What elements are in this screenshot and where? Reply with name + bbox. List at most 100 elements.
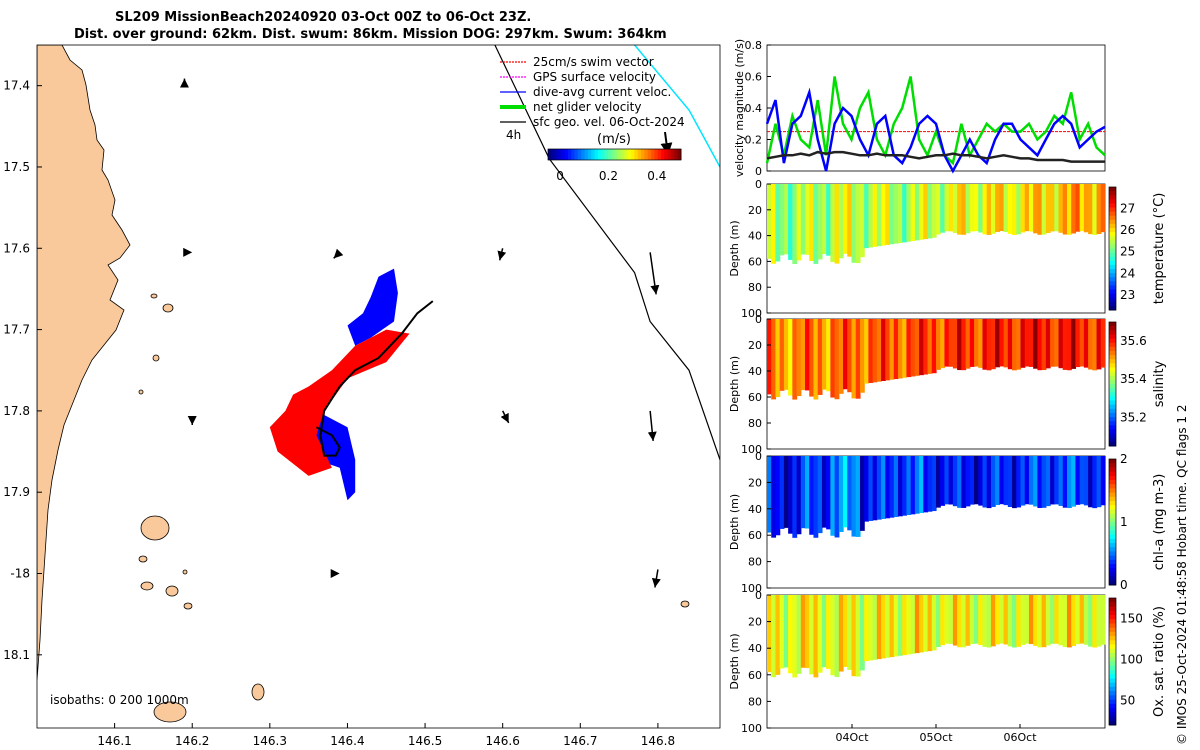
- colorbar-segment: [667, 149, 672, 160]
- heatmap-cell: [864, 595, 869, 662]
- heatmap-cell: [1083, 456, 1089, 506]
- heatmap-cell: [1054, 184, 1060, 232]
- heatmap-cell: [936, 456, 941, 508]
- heatmap-colorbar-frame: [1108, 458, 1117, 586]
- velocity-y-tick-label: 0.4: [745, 102, 763, 115]
- colorbar-segment: [1109, 580, 1116, 586]
- colorbar-segment: [1109, 467, 1116, 473]
- heatmap-y-tick-label: 20: [748, 339, 762, 352]
- heatmap-ylabel: Depth (m): [728, 356, 741, 412]
- heatmap-cell: [952, 319, 958, 369]
- geo-velocity-vector: [647, 410, 657, 441]
- heatmap-cell: [851, 184, 857, 263]
- heatmap-cell: [982, 456, 988, 508]
- map-y-tick-label: 17.6: [3, 241, 30, 255]
- colorbar-segment: [1109, 720, 1116, 726]
- heatmap-cell: [1045, 319, 1051, 369]
- colorbar-segment: [1109, 530, 1116, 536]
- isobath-0-line: [634, 45, 720, 168]
- heatmap-colorbar-label: Ox. sat. ratio (%): [1152, 606, 1167, 717]
- colorbar-segment: [1109, 223, 1116, 229]
- geo-velocity-vector: [497, 248, 507, 261]
- heatmap-cell: [783, 456, 789, 528]
- colorbar-segment: [554, 149, 559, 160]
- velocity-axes: [766, 44, 1106, 172]
- heatmap-cell: [788, 456, 793, 534]
- heatmap-cell: [889, 595, 895, 658]
- heatmap-cell: [1079, 184, 1085, 232]
- colorbar-segment: [1109, 244, 1116, 249]
- heatmap-cell: [1054, 319, 1060, 367]
- heatmap-cell: [897, 184, 903, 243]
- heatmap-y-tick-label: 100: [741, 443, 762, 456]
- colorbar-segment: [1109, 281, 1116, 286]
- colorbar-segment: [1109, 623, 1116, 629]
- heatmap-cell: [834, 319, 840, 400]
- island: [182, 569, 188, 575]
- heatmap-cell: [1071, 456, 1077, 507]
- colorbar-segment: [1109, 708, 1116, 713]
- heatmap-cell: [843, 595, 848, 667]
- map-y-tick-label: 17.5: [3, 160, 30, 174]
- heatmap-cell: [872, 595, 878, 660]
- colorbar-segment: [641, 149, 645, 160]
- heatmap-cell: [1050, 456, 1055, 505]
- legend-label: GPS surface velocity: [533, 70, 656, 84]
- glider-track: [315, 300, 434, 457]
- heatmap-cell: [813, 595, 819, 678]
- heatmap-cell: [783, 319, 789, 390]
- colorbar-segment: [584, 149, 589, 160]
- colorbar-segment: [1109, 429, 1116, 435]
- heatmap-cell: [1100, 595, 1106, 645]
- heatmap-cell: [897, 319, 903, 379]
- colorbar-segment: [1109, 526, 1116, 531]
- heatmap-cell: [838, 184, 844, 259]
- colorbar-segment: [1109, 396, 1116, 402]
- heatmap-cell: [1062, 184, 1068, 235]
- heatmap-cell: [821, 184, 827, 255]
- heatmap-cell: [1045, 184, 1051, 233]
- colorbar-segment: [1109, 293, 1116, 299]
- heatmap-cell: [834, 184, 840, 264]
- heatmap-cell: [817, 319, 823, 395]
- colorbar-segment: [1109, 568, 1116, 573]
- colorbar-segment: [591, 149, 596, 160]
- colorbar-segment: [1109, 501, 1116, 506]
- heatmap-cell: [813, 319, 819, 400]
- heatmap-cell: [783, 595, 789, 668]
- heatmap-cell: [1088, 456, 1093, 508]
- legend-label: net glider velocity: [533, 100, 641, 114]
- heatmap-cell: [885, 595, 891, 658]
- map-y-tick-label: 17.7: [3, 323, 30, 337]
- heatmap-cell: [961, 184, 967, 235]
- colorbar-segment: [1109, 441, 1116, 447]
- heatmap-cell: [821, 319, 827, 390]
- heatmap-cell: [859, 595, 865, 671]
- colorbar-segment: [1109, 657, 1116, 662]
- heatmap-cell: [978, 595, 984, 646]
- colorbar-segment: [1109, 648, 1116, 654]
- colorbar-segment: [1109, 475, 1116, 481]
- colorbar-segment: [1109, 559, 1116, 565]
- heatmap-cell: [1088, 184, 1093, 235]
- map-x-tick-label: 146.8: [641, 734, 675, 748]
- heatmap-cell: [995, 595, 1000, 645]
- colorbar-segment: [1109, 285, 1116, 290]
- colorbar-segment: [674, 149, 679, 160]
- colorbar-segment: [1109, 417, 1116, 422]
- heatmap-cell: [910, 184, 916, 242]
- heatmap-cell: [1075, 595, 1081, 645]
- heatmap-cell: [969, 319, 975, 367]
- heatmap-cell: [923, 319, 929, 375]
- heatmap-y-tick-label: 80: [748, 556, 762, 569]
- heatmap-cell: [1033, 595, 1038, 646]
- colorbar-segment: [1109, 264, 1116, 270]
- colorbar-segment: [1109, 330, 1116, 335]
- heatmap-cell: [864, 456, 869, 522]
- colorbar-segment: [617, 149, 622, 160]
- colorbar-segment: [1109, 606, 1116, 612]
- colorbar-segment: [1109, 301, 1116, 307]
- colorbar-segment: [1109, 367, 1116, 373]
- colorbar-segment: [1109, 551, 1116, 557]
- colorbar-segment: [1109, 400, 1116, 406]
